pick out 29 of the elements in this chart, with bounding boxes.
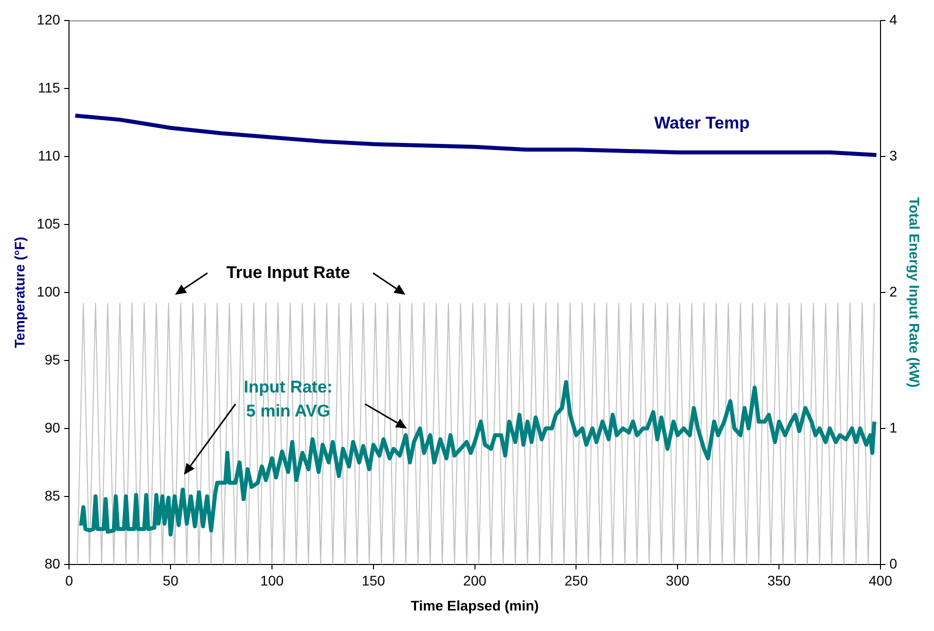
y2-tick-label: 1: [889, 419, 898, 436]
series-label: Input Rate: 5 min AVG: [244, 378, 333, 421]
x-tick-label: 300: [666, 572, 690, 589]
y-tick-label: 110: [38, 147, 60, 164]
x-tick-label: 0: [65, 572, 74, 589]
y-tick-label: 90: [44, 419, 60, 436]
y2-axis-title: Total Energy Input Rate (kW): [906, 197, 923, 388]
x-tick-label: 350: [767, 572, 791, 589]
y2-tick-label: 2: [889, 283, 898, 300]
x-tick-label: 200: [463, 572, 487, 589]
y-tick-label: 120: [36, 11, 60, 28]
x-tick-label: 400: [868, 572, 892, 589]
y-tick-label: 85: [44, 487, 60, 504]
x-tick-label: 100: [260, 572, 284, 589]
y2-tick-label: 4: [889, 11, 898, 28]
y-tick-label: 100: [36, 283, 60, 300]
y-tick-label: 95: [44, 351, 60, 368]
y-tick-label: 115: [38, 79, 60, 96]
x-tick-label: 250: [564, 572, 588, 589]
series-label: True Input Rate: [226, 263, 350, 282]
series-label: Water Temp: [654, 113, 750, 132]
y2-tick-label: 0: [889, 555, 898, 572]
x-tick-label: 50: [162, 572, 179, 589]
y2-tick-label: 3: [889, 147, 898, 164]
y-axis-title: Temperature (°F): [11, 236, 28, 348]
y-tick-label: 80: [44, 555, 60, 572]
x-tick-label: 150: [362, 572, 386, 589]
y-tick-label: 105: [36, 215, 60, 232]
x-axis-title: Time Elapsed (min): [410, 597, 539, 614]
